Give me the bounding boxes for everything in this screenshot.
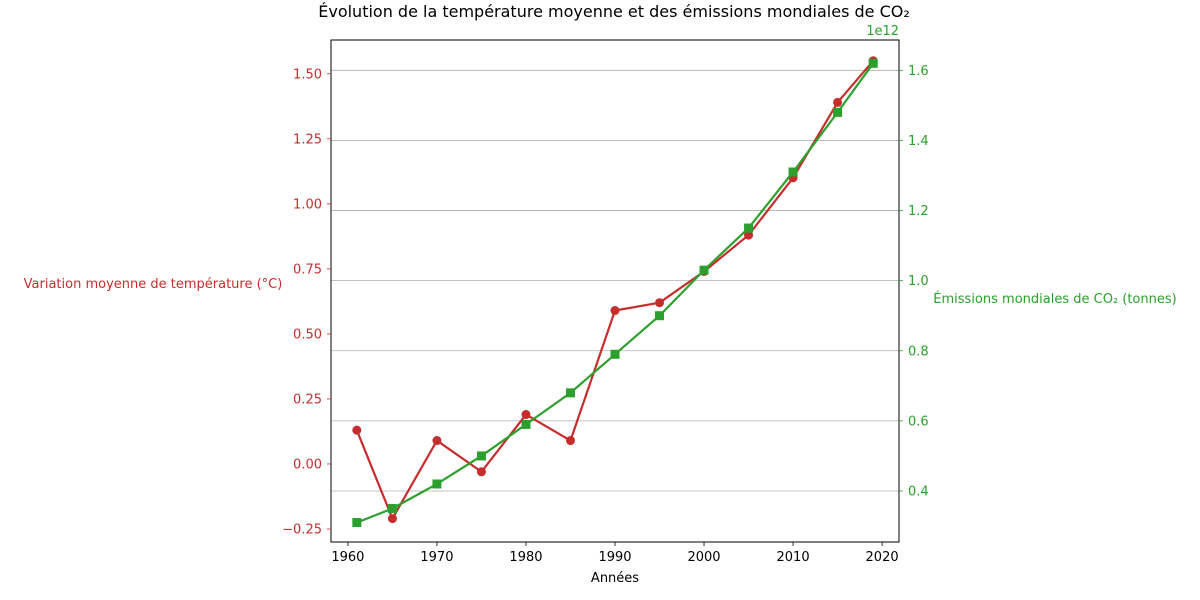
x-tick-label: 2020 [866, 550, 899, 565]
series-point-0 [387, 514, 397, 524]
series-point-0 [521, 410, 531, 420]
x-tick-label: 1980 [509, 550, 542, 565]
series-point-1 [352, 518, 362, 528]
series-point-1 [432, 479, 442, 489]
y2-tick-label: 1.2 [908, 204, 929, 219]
y-tick-label: −0.25 [282, 522, 322, 537]
series-point-0 [432, 436, 442, 446]
grid [331, 69, 899, 492]
series-line-1 [356, 62, 875, 524]
x-tick-label: 1960 [331, 550, 364, 565]
y2-tick-label: 1.6 [908, 64, 929, 79]
x-axis-label: Années [591, 571, 639, 586]
series-point-1 [744, 223, 754, 233]
x-tick-label: 1990 [598, 550, 631, 565]
series-line-0 [355, 60, 875, 520]
y-tick-label: 0.50 [293, 327, 322, 342]
series-point-1 [565, 388, 575, 398]
series-point-1 [655, 311, 665, 321]
series-point-0 [744, 230, 754, 240]
series-point-1 [610, 349, 620, 359]
y-tick-label: 0.25 [293, 392, 322, 407]
plot-frame [330, 39, 900, 543]
series-point-1 [788, 167, 798, 177]
y-axis-label: Variation moyenne de température (°C) [24, 277, 283, 292]
x-tick-label: 2010 [777, 550, 810, 565]
series-point-0 [833, 97, 843, 107]
x-tick-label: 1970 [420, 550, 453, 565]
y2-tick-label: 0.6 [908, 414, 929, 429]
y2-offset-text: 1e12 [866, 24, 899, 39]
series-point-1 [387, 504, 397, 514]
y2-tick-label: 0.4 [908, 484, 929, 499]
y2-tick-label: 0.8 [908, 344, 929, 359]
series-point-1 [699, 265, 709, 275]
axes-layer: 1960 1970 1980 1990 2000 2010 2020 −0.25 0.00 0.2… [282, 64, 929, 565]
series-point-0 [352, 425, 362, 435]
series-point-1 [476, 451, 486, 461]
y2-axis-label: Émissions mondiales de CO₂ (tonnes) [933, 291, 1176, 307]
y-tick-label: 1.00 [293, 197, 322, 212]
series-point-1 [833, 107, 843, 117]
chart-title: Évolution de la température moyenne et d… [318, 2, 910, 21]
series-point-1 [868, 58, 878, 68]
y2-tick-label: 1.0 [908, 274, 929, 289]
y-tick-label: 1.25 [293, 132, 322, 147]
series-point-0 [655, 298, 665, 308]
y-tick-label: 1.50 [293, 67, 322, 82]
series-point-0 [476, 467, 486, 477]
x-tick-label: 2000 [687, 550, 720, 565]
series-point-0 [565, 436, 575, 446]
y-tick-label: 0.75 [293, 262, 322, 277]
y-tick-label: 0.00 [293, 457, 322, 472]
y2-tick-label: 1.4 [908, 134, 929, 149]
series-layer [352, 56, 878, 528]
series-point-1 [521, 419, 531, 429]
series-point-0 [610, 306, 620, 316]
